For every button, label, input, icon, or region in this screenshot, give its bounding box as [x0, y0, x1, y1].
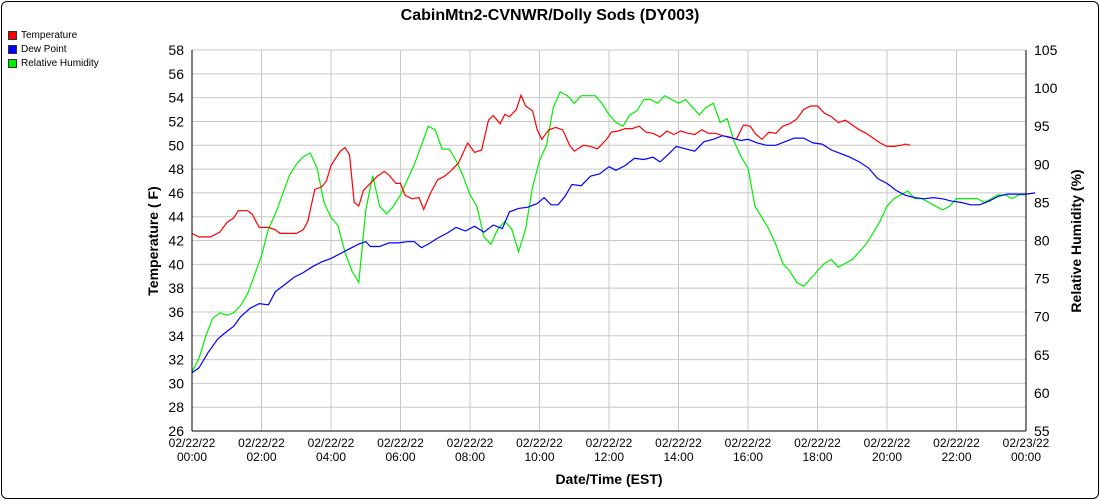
x-tick-time: 16:00	[733, 450, 763, 464]
x-tick-date: 02/22/22	[933, 436, 980, 450]
x-tick-time: 12:00	[594, 450, 624, 464]
x-tick-date: 02/22/22	[308, 436, 355, 450]
x-tick-date: 02/22/22	[377, 436, 424, 450]
y-tick-right: 65	[1034, 347, 1050, 363]
legend: Temperature Dew Point Relative Humidity	[8, 28, 99, 70]
series-layer	[191, 91, 1036, 374]
y-tick-right: 90	[1034, 156, 1050, 172]
x-tick-date: 02/22/22	[725, 436, 772, 450]
x-tick-date: 02/22/22	[516, 436, 563, 450]
legend-item-temperature: Temperature	[8, 28, 99, 42]
y-tick-left: 48	[168, 161, 184, 177]
y-tick-right: 95	[1034, 118, 1050, 134]
legend-label-temperature: Temperature	[21, 29, 78, 41]
y-tick-left: 34	[168, 328, 184, 344]
y-tick-right: 80	[1034, 233, 1050, 249]
y-tick-right: 60	[1034, 385, 1050, 401]
x-tick-time: 00:00	[1011, 450, 1041, 464]
axes: 26 28 30 32 34 36 38 40 42 44 46 48 50 52 54 56 58 55 60 65…	[168, 42, 1057, 464]
y-tick-left: 52	[168, 113, 184, 129]
chart-title: CabinMtn2-CVNWR/Dolly Sods (DY003)	[401, 7, 700, 24]
y-tick-right: 105	[1034, 42, 1058, 58]
x-tick-time: 04:00	[316, 450, 346, 464]
x-tick-date: 02/22/22	[238, 436, 285, 450]
legend-label-relative-humidity: Relative Humidity	[21, 57, 99, 69]
y-tick-left: 58	[168, 42, 184, 58]
y-tick-left: 42	[168, 233, 184, 249]
y-tick-left: 54	[168, 90, 184, 106]
x-axis-label: Date/Time (EST)	[555, 471, 662, 487]
y-tick-right: 75	[1034, 271, 1050, 287]
y-tick-left: 44	[168, 209, 184, 225]
y-tick-right: 55	[1034, 423, 1050, 439]
x-tick-date: 02/22/22	[864, 436, 911, 450]
x-tick-date: 02/22/22	[169, 436, 216, 450]
y-tick-left: 38	[168, 280, 184, 296]
y-tick-left: 28	[168, 399, 184, 415]
legend-swatch-relative-humidity	[8, 58, 17, 68]
x-tick-date: 02/22/22	[586, 436, 633, 450]
series-line-dew-point	[191, 135, 1036, 374]
x-tick-date: 02/22/22	[794, 436, 841, 450]
y-axis-label-right: Relative Humidity (%)	[1068, 169, 1084, 312]
y-tick-right: 70	[1034, 309, 1050, 325]
x-tick-time: 06:00	[385, 450, 415, 464]
legend-swatch-temperature	[8, 30, 17, 40]
series-line-relative-humidity	[191, 91, 1026, 372]
x-tick-time: 08:00	[455, 450, 485, 464]
y-tick-right: 85	[1034, 194, 1050, 210]
x-tick-time: 22:00	[941, 450, 971, 464]
legend-item-relative-humidity: Relative Humidity	[8, 56, 99, 70]
x-tick-time: 18:00	[802, 450, 832, 464]
legend-item-dew-point: Dew Point	[8, 42, 99, 56]
x-tick-time: 10:00	[524, 450, 554, 464]
x-tick-time: 00:00	[177, 450, 207, 464]
y-tick-left: 32	[168, 352, 184, 368]
y-tick-right: 100	[1034, 80, 1058, 96]
y-tick-left: 36	[168, 304, 184, 320]
grid	[191, 49, 1027, 432]
y-tick-left: 30	[168, 375, 184, 391]
x-tick-time: 02:00	[246, 450, 276, 464]
legend-swatch-dew-point	[8, 44, 17, 54]
series-line-temperature	[191, 93, 911, 238]
y-tick-left: 46	[168, 185, 184, 201]
x-tick-time: 20:00	[872, 450, 902, 464]
x-tick-date: 02/22/22	[655, 436, 702, 450]
y-tick-left: 40	[168, 256, 184, 272]
y-axis-label-left: Temperature ( F)	[145, 186, 161, 295]
x-tick-date: 02/22/22	[447, 436, 494, 450]
x-tick-date: 02/23/22	[1003, 436, 1050, 450]
y-tick-left: 26	[168, 423, 184, 439]
x-tick-time: 14:00	[663, 450, 693, 464]
y-tick-left: 56	[168, 66, 184, 82]
legend-label-dew-point: Dew Point	[21, 43, 67, 55]
y-tick-left: 50	[168, 137, 184, 153]
